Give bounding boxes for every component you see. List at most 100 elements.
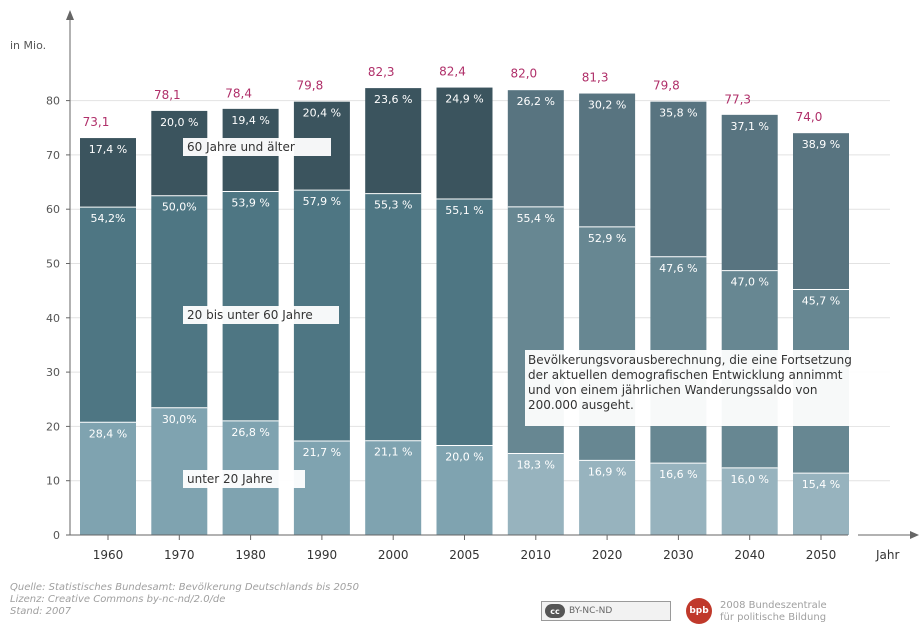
license-badge-text: BY-NC-ND xyxy=(569,606,613,616)
segment-percent-label: 57,9 % xyxy=(303,195,341,208)
x-tick-label: 2020 xyxy=(592,548,623,562)
x-tick-label: 1980 xyxy=(235,548,266,562)
chart-footer: Quelle: Statistisches Bundesamt: Bevölke… xyxy=(10,582,359,618)
license-badge[interactable]: cc BY-NC-ND xyxy=(541,601,671,621)
segment-percent-label: 30,0% xyxy=(162,413,197,426)
bar-segment xyxy=(507,90,564,207)
bar-segment xyxy=(436,87,493,199)
bar-segment xyxy=(579,460,636,535)
y-tick-label: 80 xyxy=(46,95,60,108)
segment-percent-label: 35,8 % xyxy=(659,107,697,120)
bar-segment xyxy=(579,93,636,227)
segment-percent-label: 45,7 % xyxy=(802,294,840,307)
segment-percent-label: 19,4 % xyxy=(231,114,269,127)
segment-percent-label: 55,3 % xyxy=(374,199,412,212)
annotation-line: 200.000 ausgeht. xyxy=(528,398,634,412)
segment-percent-label: 16,0 % xyxy=(730,473,768,486)
x-tick-label: 2030 xyxy=(663,548,694,562)
total-value-label: 82,0 xyxy=(510,67,537,81)
segment-percent-label: 26,2 % xyxy=(517,95,555,108)
bar-segment xyxy=(721,114,778,271)
cc-icon: cc xyxy=(545,604,565,618)
segment-percent-label: 47,6 % xyxy=(659,262,697,275)
segment-percent-label: 16,9 % xyxy=(588,465,626,478)
x-tick-label: 2005 xyxy=(449,548,480,562)
license-text: Lizenz: Creative Commons by-nc-nd/2.0/de xyxy=(10,594,226,605)
y-tick-label: 10 xyxy=(46,475,60,488)
total-value-label: 79,8 xyxy=(297,79,324,93)
y-tick-label: 60 xyxy=(46,203,60,216)
series-label: unter 20 Jahre xyxy=(187,472,273,486)
x-tick-label: 1990 xyxy=(307,548,338,562)
segment-percent-label: 47,0 % xyxy=(730,276,768,289)
y-tick-label: 30 xyxy=(46,366,60,379)
segment-percent-label: 53,9 % xyxy=(231,196,269,209)
x-tick-label: 1960 xyxy=(93,548,124,562)
segment-percent-label: 20,4 % xyxy=(303,107,341,120)
total-value-label: 74,0 xyxy=(796,110,823,124)
bar-segment xyxy=(436,445,493,535)
bar-segment xyxy=(793,473,849,535)
stand-text: Stand: 2007 xyxy=(10,606,72,617)
bar-segment xyxy=(650,101,707,257)
publisher: 2008 Bundeszentrale für politische Bildu… xyxy=(720,600,827,624)
segment-percent-label: 18,3 % xyxy=(517,459,555,472)
series-label-box xyxy=(183,470,305,488)
x-tick-label: 2050 xyxy=(806,548,837,562)
total-value-label: 82,3 xyxy=(368,65,395,79)
segment-percent-label: 16,6 % xyxy=(659,468,697,481)
segment-percent-label: 20,0 % xyxy=(445,451,483,464)
segment-percent-label: 52,9 % xyxy=(588,232,626,245)
bar-segment xyxy=(365,440,422,535)
series-label-box xyxy=(183,138,331,156)
segment-percent-label: 20,0 % xyxy=(160,116,198,129)
bar-segment xyxy=(650,463,707,535)
x-tick-label: 2040 xyxy=(734,548,765,562)
y-tick-label: 70 xyxy=(46,149,60,162)
annotation-box xyxy=(525,350,920,426)
series-label: 20 bis unter 60 Jahre xyxy=(187,308,313,322)
segment-percent-label: 24,9 % xyxy=(445,93,483,106)
publisher-line-1: 2008 Bundeszentrale xyxy=(720,600,827,611)
bar-segment xyxy=(721,467,778,535)
bar-segment xyxy=(365,193,422,441)
annotation-line: Bevölkerungsvorausberechnung, die eine F… xyxy=(528,353,852,367)
segment-percent-label: 28,4 % xyxy=(89,427,127,440)
segment-percent-label: 55,1 % xyxy=(445,204,483,217)
y-tick-label: 0 xyxy=(53,529,60,542)
annotation-line: und von einem jährlichen Wanderungssaldo… xyxy=(528,383,817,397)
total-value-label: 78,1 xyxy=(154,88,181,102)
bar-segment xyxy=(80,422,136,535)
segment-percent-label: 21,7 % xyxy=(303,446,341,459)
segment-percent-label: 50,0% xyxy=(162,201,197,214)
bpb-logo-icon: bpb xyxy=(686,598,712,624)
source-text: Quelle: Statistisches Bundesamt: Bevölke… xyxy=(10,582,359,593)
x-axis-arrow xyxy=(910,531,919,539)
segment-percent-label: 55,4 % xyxy=(517,212,555,225)
publisher-line-2: für politische Bildung xyxy=(720,612,827,623)
bar-segment xyxy=(436,198,493,446)
y-tick-label: 20 xyxy=(46,420,60,433)
total-value-label: 79,8 xyxy=(653,79,680,93)
total-value-label: 77,3 xyxy=(724,92,751,106)
bar-segment xyxy=(793,133,849,290)
bar-segment xyxy=(151,195,208,408)
bar-segment xyxy=(365,88,422,194)
annotation-line: der aktuellen demografischen Entwicklung… xyxy=(528,368,843,382)
bar-segment xyxy=(507,453,564,535)
total-value-label: 78,4 xyxy=(225,86,252,100)
segment-percent-label: 21,1 % xyxy=(374,446,412,459)
x-tick-label: 1970 xyxy=(164,548,195,562)
segment-percent-label: 38,9 % xyxy=(802,138,840,151)
series-label-box xyxy=(183,306,339,324)
segment-percent-label: 17,4 % xyxy=(89,143,127,156)
segment-percent-label: 26,8 % xyxy=(231,426,269,439)
x-tick-label: 2010 xyxy=(521,548,552,562)
bar-segment xyxy=(80,138,136,208)
x-axis-label: Jahr xyxy=(875,548,899,562)
segment-percent-label: 15,4 % xyxy=(802,478,840,491)
segment-percent-label: 23,6 % xyxy=(374,93,412,106)
segment-percent-label: 37,1 % xyxy=(730,120,768,133)
total-value-label: 81,3 xyxy=(582,71,609,85)
